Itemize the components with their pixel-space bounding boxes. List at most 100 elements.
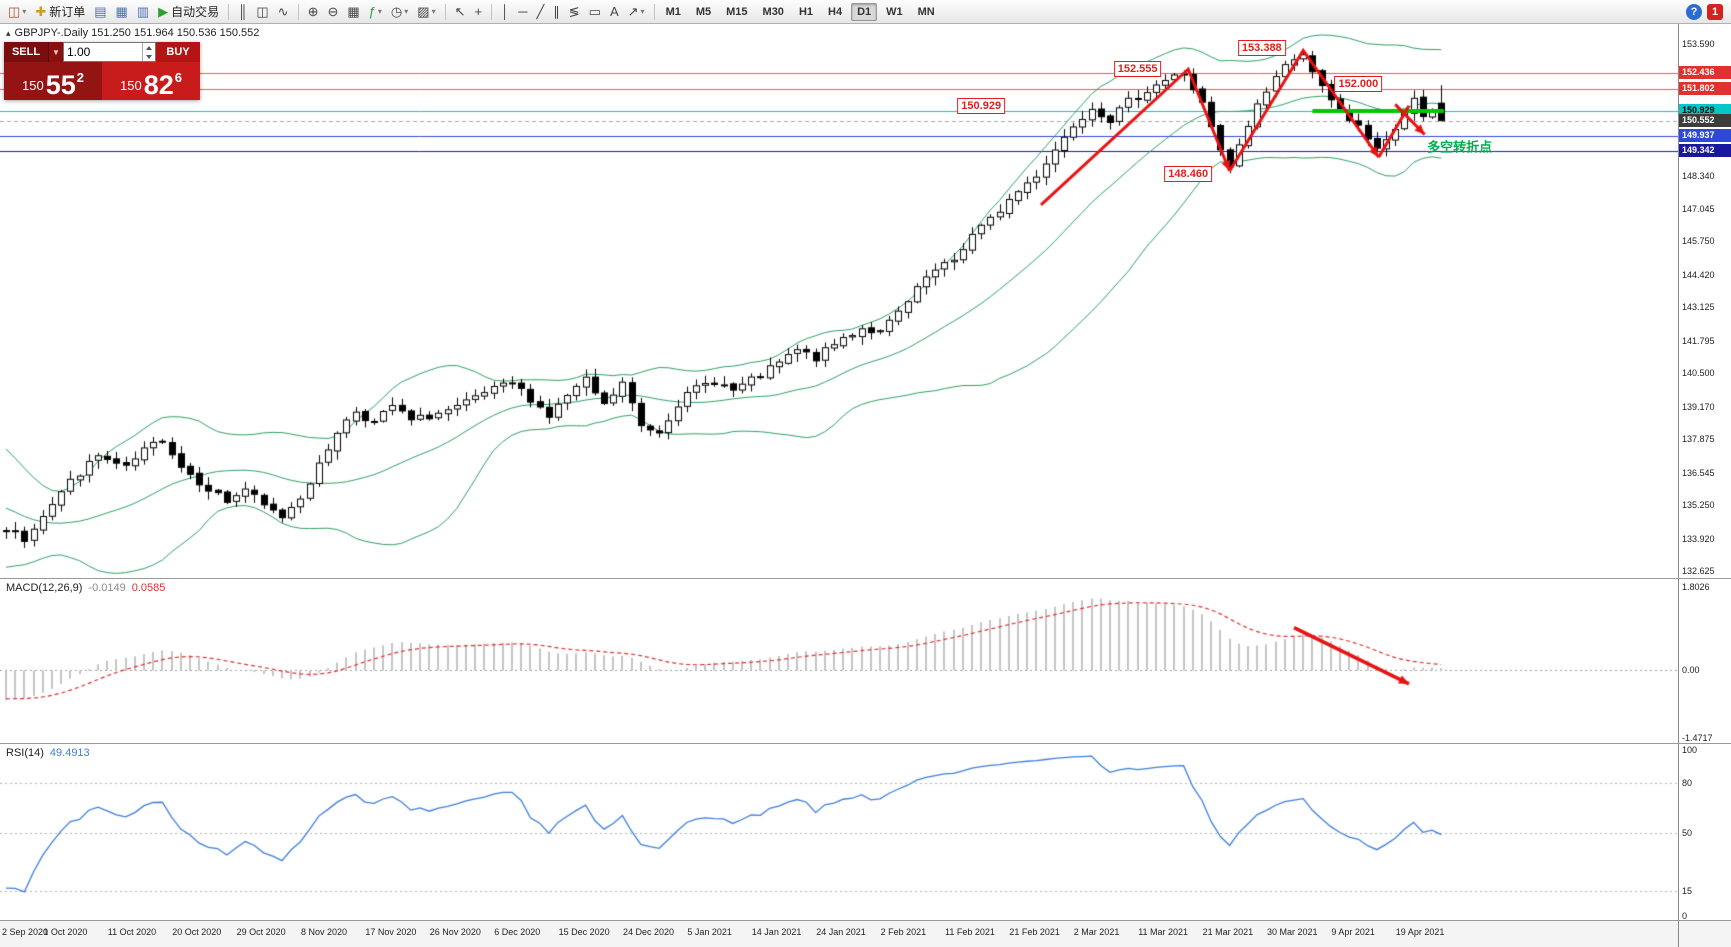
toolbar-right-group: ? 1 xyxy=(1686,3,1723,20)
zoom-in-button[interactable]: ⊕ xyxy=(304,2,323,22)
price-tag: 149.342 xyxy=(1679,144,1731,158)
fibonacci-button[interactable]: ≶ xyxy=(565,2,584,22)
crosshair-button[interactable]: + xyxy=(471,2,487,22)
chart-window: ▴ GBPJPY-.Daily 151.250 151.964 150.536 1… xyxy=(0,24,1731,947)
sell-button[interactable]: SELL xyxy=(4,42,48,62)
autotrading-button[interactable]: ▶ 自动交易 xyxy=(154,2,223,22)
bar-chart-button[interactable]: ║ xyxy=(234,2,251,22)
chevron-down-icon[interactable]: ▾ xyxy=(377,7,382,16)
macd-canvas[interactable] xyxy=(0,580,1678,744)
volume-spinner xyxy=(142,43,155,61)
sell-price-button[interactable]: 150 55 2 xyxy=(4,62,102,100)
timeframe-m5-button[interactable]: M5 xyxy=(695,5,712,18)
shapes-icon: ▭ xyxy=(588,4,601,19)
line-chart-icon: ∿ xyxy=(277,4,289,19)
trade-options-dropdown[interactable]: ▼ xyxy=(48,42,63,62)
date-label: 2 Mar 2021 xyxy=(1073,927,1120,937)
trendline-button[interactable]: ╱ xyxy=(532,2,548,22)
chevron-down-icon[interactable]: ▾ xyxy=(22,7,27,16)
collapse-chart-icon[interactable]: ▴ xyxy=(6,28,11,38)
templates-button[interactable]: ▨ ▾ xyxy=(413,2,439,22)
channel-button[interactable]: ∥ xyxy=(549,2,564,22)
timeframe-m30-button[interactable]: M30 xyxy=(762,5,784,18)
chevron-down-icon[interactable]: ▾ xyxy=(404,7,409,16)
timeframe-d1-button[interactable]: D1 xyxy=(851,2,878,21)
price-tick: 137.875 xyxy=(1682,434,1715,445)
line-chart-button[interactable]: ∿ xyxy=(274,2,293,22)
date-label: 15 Dec 2020 xyxy=(558,927,610,937)
new-order-button[interactable]: ✚ 新订单 xyxy=(31,2,89,22)
buy-price-big-figure: 150 xyxy=(120,78,142,93)
rsi-label: RSI(14) xyxy=(6,747,44,759)
zoom-out-icon: ⊖ xyxy=(327,4,339,19)
volume-up-button[interactable] xyxy=(143,43,155,52)
timeframe-toolbar: M1 M5 M15 M30 H1 H4 D1 W1 MN xyxy=(659,2,942,21)
candlestick-chart-button[interactable]: ◫ xyxy=(252,2,272,22)
rsi-axis[interactable]: 100 80 50 15 0 xyxy=(1678,744,1731,921)
terminal-button[interactable]: ▥ xyxy=(133,2,153,22)
macd-main-value: -0.0149 xyxy=(88,582,126,594)
price-tick: 143.125 xyxy=(1682,302,1715,313)
volume-down-button[interactable] xyxy=(143,52,155,61)
data-window-icon: ▦ xyxy=(115,4,128,19)
arrows-button[interactable]: ↗ ▾ xyxy=(624,2,649,22)
rsi-canvas[interactable] xyxy=(0,745,1678,921)
tile-windows-button[interactable]: ▦ xyxy=(343,2,363,22)
buy-price-pips: 82 xyxy=(143,70,174,101)
date-label: 5 Jan 2021 xyxy=(687,927,732,937)
market-watch-button[interactable]: ▤ xyxy=(90,2,110,22)
macd-tick: 1.8026 xyxy=(1682,581,1710,592)
buy-price-button[interactable]: 150 82 6 xyxy=(102,62,200,100)
date-label: 17 Nov 2020 xyxy=(365,927,417,937)
chart-title: GBPJPY-.Daily 151.250 151.964 150.536 15… xyxy=(14,27,260,39)
timeframe-h1-button[interactable]: H1 xyxy=(798,5,813,18)
timeframe-w1-button[interactable]: W1 xyxy=(886,5,903,18)
price-axis[interactable]: 153.590 148.340 147.045 145.750 144.420 143.1… xyxy=(1678,24,1731,578)
zoom-in-icon: ⊕ xyxy=(307,4,319,19)
rsi-panel: RSI(14) 49.4913 100 80 50 15 0 xyxy=(0,743,1731,921)
time-axis[interactable]: 2 Sep 2020 1 Oct 2020 11 Oct 2020 20 Oct 20… xyxy=(0,920,1731,947)
zoom-out-button[interactable]: ⊖ xyxy=(323,2,342,22)
macd-header: MACD(12,26,9) -0.0149 0.0585 xyxy=(6,582,165,594)
vertical-line-button[interactable]: │ xyxy=(497,2,513,22)
chevron-down-icon[interactable]: ▾ xyxy=(640,7,645,16)
main-toolbar: ◫ ▾ ✚ 新订单 ▤ ▦ ▥ ▶ 自动交易 ║ ◫ ∿ ⊕ ⊖ ▦ ƒ ▾ ◷ ▾ ▨ ▾ ↖ + │ ─ ╱ ∥ ≶ ▭ A ↗ ▾ M1… xyxy=(0,0,1731,24)
shapes-button[interactable]: ▭ xyxy=(585,2,605,22)
price-tick: 141.795 xyxy=(1682,335,1715,346)
text-button[interactable]: A xyxy=(606,2,623,22)
timeframe-h4-button[interactable]: H4 xyxy=(828,5,843,18)
arrows-icon: ↗ xyxy=(627,4,639,19)
macd-axis[interactable]: 1.8026 0.00 -1.4717 xyxy=(1678,579,1731,743)
indicators-button[interactable]: ƒ ▾ xyxy=(365,2,386,22)
chart-price-annotation: 153.388 xyxy=(1237,39,1286,56)
price-tick: 144.420 xyxy=(1682,269,1715,280)
notifications-badge[interactable]: 1 xyxy=(1707,3,1723,20)
chevron-down-icon[interactable]: ▾ xyxy=(431,7,436,16)
date-label: 30 Mar 2021 xyxy=(1267,927,1318,937)
date-label: 26 Nov 2020 xyxy=(429,927,481,937)
buy-button[interactable]: BUY xyxy=(156,42,200,62)
periods-button[interactable]: ◷ ▾ xyxy=(387,2,412,22)
volume-input[interactable] xyxy=(64,43,142,61)
cursor-button[interactable]: ↖ xyxy=(451,2,470,22)
toolbar-separator xyxy=(297,3,299,20)
date-label: 11 Oct 2020 xyxy=(107,927,157,937)
new-order-button-label: 新订单 xyxy=(49,5,86,19)
date-label: 6 Dec 2020 xyxy=(494,927,541,937)
trendline-icon: ╱ xyxy=(536,4,545,19)
data-window-button[interactable]: ▦ xyxy=(112,2,132,22)
toolbar-separator xyxy=(228,3,230,20)
horizontal-line-button[interactable]: ─ xyxy=(514,2,531,22)
price-tick: 132.625 xyxy=(1682,566,1715,577)
timeframe-mn-button[interactable]: MN xyxy=(917,5,935,18)
timeframe-m1-button[interactable]: M1 xyxy=(665,5,681,18)
main-chart-canvas[interactable] xyxy=(0,24,1678,578)
timeframe-m15-button[interactable]: M15 xyxy=(726,5,748,18)
vertical-line-icon: │ xyxy=(501,4,510,19)
price-tick: 140.500 xyxy=(1682,368,1715,379)
date-label: 24 Jan 2021 xyxy=(816,927,866,937)
new-chart-button[interactable]: ◫ ▾ xyxy=(4,2,30,22)
help-icon[interactable]: ? xyxy=(1686,3,1702,20)
date-label: 2 Feb 2021 xyxy=(880,927,927,937)
